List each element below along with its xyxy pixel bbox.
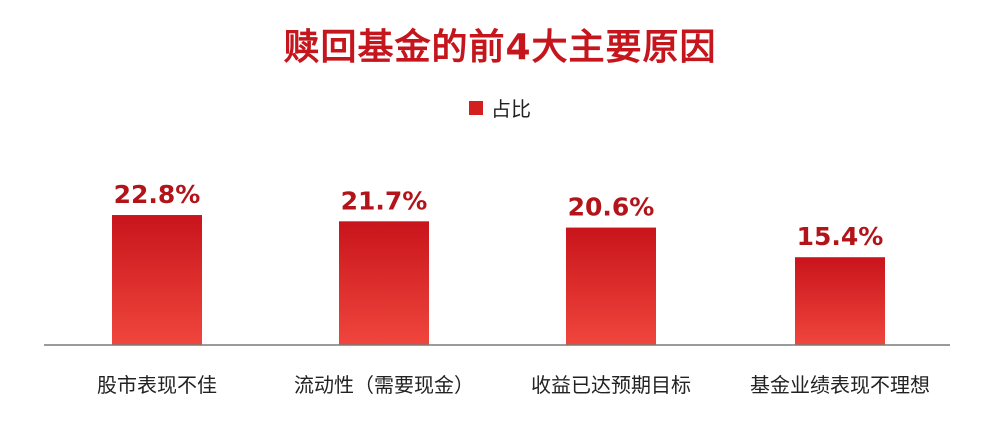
data-label-2: 21.7% xyxy=(341,186,428,215)
bar-2 xyxy=(339,221,429,345)
legend-label: 占比 xyxy=(491,97,531,121)
bar-4 xyxy=(795,257,885,345)
bars-layer xyxy=(112,215,885,345)
category-label-3: 收益已达预期目标 xyxy=(531,373,691,397)
labels-layer: 22.8% 股市表现不佳 21.7% 流动性（需要现金） 20.6% 收益已达预期目标 15… xyxy=(97,180,930,397)
category-label-1: 股市表现不佳 xyxy=(97,373,217,397)
category-label-2: 流动性（需要现金） xyxy=(294,373,474,397)
data-label-3: 20.6% xyxy=(568,193,655,222)
data-label-4: 15.4% xyxy=(797,222,884,251)
bar-1 xyxy=(112,215,202,345)
category-label-4: 基金业绩表现不理想 xyxy=(750,373,930,397)
chart-title: 赎回基金的前4大主要原因 xyxy=(283,27,717,68)
legend-swatch xyxy=(469,100,483,115)
data-label-1: 22.8% xyxy=(114,180,201,209)
bar-3 xyxy=(566,227,656,345)
chart-legend: 占比 xyxy=(0,93,1000,122)
